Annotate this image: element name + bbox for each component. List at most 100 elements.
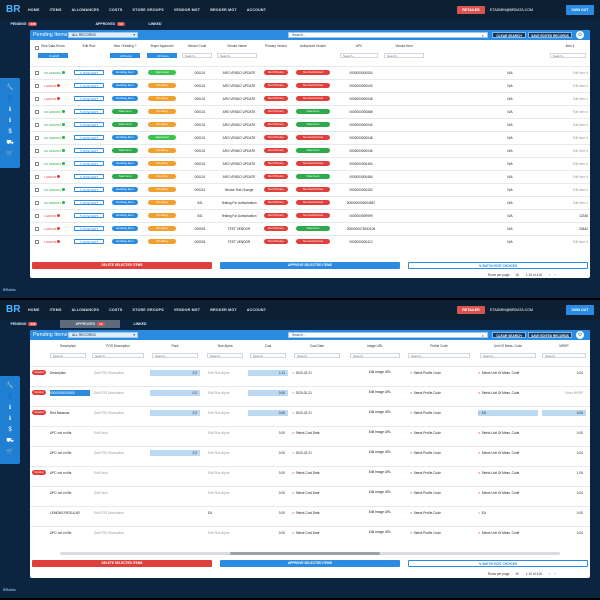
primary-vendor-badge[interactable]: Not Primary	[264, 135, 288, 140]
pack-field[interactable]	[150, 430, 200, 436]
column-filter-input[interactable]: Search...	[340, 53, 378, 58]
nav-item-store-groups[interactable]: STORE GROUPS	[132, 8, 164, 12]
msrp-field[interactable]: 1.00	[576, 470, 583, 475]
tab-pending[interactable]: PENDING 678	[4, 20, 44, 28]
image-url-field[interactable]: Edit Image URL	[368, 429, 392, 434]
save-edited-records-button[interactable]: SAVE EDITED RECORDS	[528, 32, 572, 38]
row-checkbox[interactable]	[35, 110, 39, 114]
column-filter-input[interactable]: Search...	[92, 353, 144, 358]
nav-item-allowances[interactable]: ALLOWANCES	[71, 308, 100, 312]
item-number-field[interactable]: Edit Item #	[572, 109, 588, 114]
cost-date-field[interactable]: ✕ Select Cost Date	[292, 530, 346, 536]
pack-field[interactable]: 0.2	[150, 389, 200, 396]
row-edit-button[interactable]: ✎ ROW EDIT	[74, 135, 104, 140]
cost-date-field[interactable]: ✕ Select Cost Date	[292, 490, 346, 496]
authorized-vendor-badge[interactable]: Not Authorized	[296, 213, 330, 218]
column-header[interactable]: Size Alpha	[217, 344, 233, 348]
cost-date-field[interactable]: ✕ Select Cost Date	[292, 470, 346, 476]
nav-item-vendor-mgt[interactable]: VENDOR MGT	[173, 8, 201, 12]
column-header[interactable]: MSRP	[559, 344, 569, 348]
next-page-icon[interactable]: ›	[554, 273, 556, 277]
msrp-field[interactable]: Enter MSRP	[565, 390, 583, 395]
image-url-field[interactable]: Edit Image URL	[368, 469, 392, 474]
row-edit-button[interactable]: ✎ ROW EDIT	[74, 122, 104, 127]
primary-vendor-badge[interactable]: Not Primary	[264, 174, 288, 179]
authorized-vendor-badge[interactable]: Not Authorized	[296, 135, 330, 140]
description-field[interactable]: 00000000000000	[50, 389, 90, 396]
pack-field[interactable]: 0.2	[150, 449, 200, 456]
search-input[interactable]: Search... ⌕	[288, 32, 488, 38]
row-edit-button[interactable]: ✎ ROW EDIT	[74, 213, 104, 218]
image-url-field[interactable]: Edit Image URL	[368, 369, 392, 374]
image-url-field[interactable]: Edit Image URL	[368, 489, 392, 494]
pos-description-field[interactable]: Edit POS Description	[94, 370, 124, 375]
unit-of-measure-select[interactable]: ✕ Select Unit Of Meas. Code	[478, 370, 538, 376]
buyer-approved-toggle[interactable]: Pending	[148, 200, 176, 205]
row-checkbox[interactable]	[35, 136, 39, 140]
column-filter-input[interactable]: All Items	[147, 53, 177, 58]
msrp-field[interactable]: 0.00	[576, 490, 583, 495]
nav-item-vendor-mgt[interactable]: VENDOR MGT	[173, 308, 201, 312]
table-row[interactable]: 1 ERROR ✎ ROW EDIT Existing Item Pending 541…	[30, 209, 590, 220]
primary-vendor-badge[interactable]: Not Primary	[264, 161, 288, 166]
clear-search-button[interactable]: CLEAR SEARCH	[492, 32, 526, 38]
delete-selected-button[interactable]: DELETE SELECTED ITEMS	[32, 262, 212, 269]
row-error-status[interactable]: NO ERRORS	[44, 162, 65, 166]
table-row[interactable]: Vendor Red Bananas Edit POS Description 0.2…	[30, 406, 590, 425]
approve-selected-button[interactable]: APPROVE SELECTED ITEMS	[220, 262, 400, 269]
sign-out-button[interactable]: SIGN OUT	[566, 305, 594, 315]
msrp-field[interactable]: 0.00	[576, 450, 583, 455]
column-filter-input[interactable]: All Items	[110, 53, 140, 58]
row-error-status[interactable]: NO ERRORS	[44, 201, 65, 205]
table-row[interactable]: Vendor 00000000000000 Edit POS Description…	[30, 386, 590, 405]
table-row[interactable]: NO ERRORS ✎ ROW EDIT Existing Item Pending 5…	[30, 196, 590, 207]
user-icon[interactable]: 👤	[6, 394, 14, 400]
row-edit-button[interactable]: ✎ ROW EDIT	[74, 70, 104, 75]
row-checkbox[interactable]	[35, 240, 39, 244]
description-field[interactable]: UPC not on file	[50, 430, 72, 435]
item-number-field[interactable]: Edit Item #	[572, 83, 588, 88]
table-row[interactable]: 1 ERROR ✎ ROW EDIT Existing Item Pending 000…	[30, 92, 590, 103]
table-row[interactable]: UPC not on file Edit POS Description Edit …	[30, 526, 590, 545]
column-header[interactable]: Description	[60, 344, 76, 348]
buyer-approved-toggle[interactable]: Pending	[148, 96, 176, 101]
authorized-vendor-badge[interactable]: New Item	[296, 122, 330, 127]
msrp-field[interactable]: 0.00	[542, 409, 586, 416]
cost-field[interactable]: 0.00	[278, 450, 285, 455]
image-url-field[interactable]: Edit Image URL	[368, 389, 392, 394]
description-field[interactable]: UPC not on file	[50, 470, 72, 475]
column-header[interactable]: Cost	[264, 344, 272, 348]
size-alpha-field[interactable]: Edit Size Alpha	[208, 390, 230, 395]
primary-vendor-badge[interactable]: Not Primary	[264, 187, 288, 192]
column-filter-input[interactable]: Search...	[350, 353, 400, 358]
pos-description-field[interactable]: Edit Pack	[94, 490, 108, 495]
column-header[interactable]: Primary Vendor	[265, 44, 287, 48]
authorized-vendor-badge[interactable]: Not Authorized	[296, 161, 330, 166]
delete-selected-button[interactable]: DELETE SELECTED ITEMS	[32, 560, 212, 567]
cost-field[interactable]: 0.00	[278, 490, 285, 495]
truck-icon[interactable]: ⛟	[6, 140, 14, 146]
cost-date-field[interactable]: ✕ Select Cost Date	[292, 430, 346, 436]
row-edit-button[interactable]: ✎ ROW EDIT	[74, 83, 104, 88]
authorized-vendor-badge[interactable]: Not Authorized	[296, 96, 330, 101]
select-all-checkbox[interactable]	[35, 46, 39, 50]
nav-item-items[interactable]: ITEMS	[49, 308, 62, 312]
item-number-field[interactable]: Edit Item #	[572, 174, 588, 179]
row-checkbox[interactable]	[35, 97, 39, 101]
column-header[interactable]: Buyer Approved	[150, 44, 174, 48]
buyer-approved-toggle[interactable]: Pending	[148, 226, 176, 231]
pos-description-field[interactable]: Edit POS Description	[94, 450, 124, 455]
primary-vendor-badge[interactable]: Not Primary	[264, 122, 288, 127]
image-url-field[interactable]: Edit Image URL	[368, 449, 392, 454]
buyer-approved-toggle[interactable]: Pending	[148, 148, 176, 153]
unit-of-measure-select[interactable]: ✕ Select Unit Of Meas. Code	[478, 490, 538, 496]
horizontal-scrollbar[interactable]	[60, 552, 560, 555]
image-url-field[interactable]: Edit Image URL	[368, 509, 392, 514]
description-field[interactable]: Red Bananas	[50, 410, 70, 415]
buyer-approved-toggle[interactable]: Pending	[148, 83, 176, 88]
primary-vendor-badge[interactable]: Not Primary	[264, 200, 288, 205]
description-field[interactable]: UPC not on file	[50, 490, 72, 495]
primary-vendor-badge[interactable]: Not Primary	[264, 226, 288, 231]
description-field[interactable]: Description	[50, 370, 66, 375]
tab-approved[interactable]: APPROVED 12	[90, 20, 130, 28]
